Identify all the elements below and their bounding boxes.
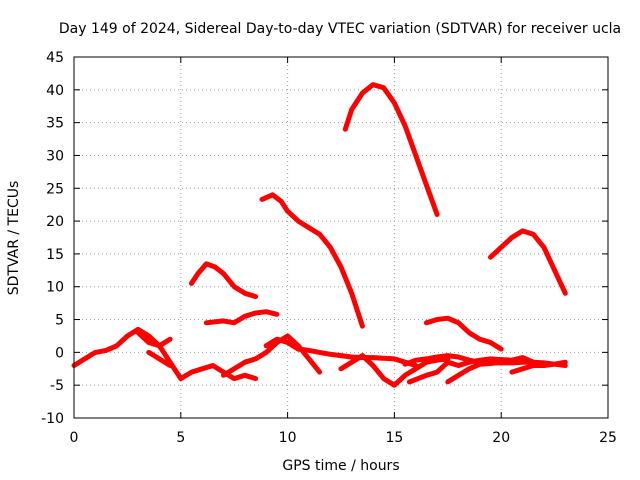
series-line-arc-2 [135,330,173,349]
y-tick-label: 45 [46,50,64,66]
series-line-arc-14 [509,359,568,375]
x-tick-label: 0 [70,430,79,446]
series-line-arc-3 [146,349,173,368]
plot-frame [73,56,609,419]
series-line-arc-6 [221,333,323,378]
y-tick-label: 10 [46,280,64,296]
series-line-arc-10 [338,353,451,388]
x-tick-label: 10 [279,430,297,446]
y-axis-label: SDTVAR / TECUs [6,181,22,296]
y-tick-label: 20 [46,214,64,230]
y-tick-label: -10 [41,411,64,427]
y-tick-label: 15 [46,247,64,263]
y-tick-label: 40 [46,83,64,99]
series-line-arc-5 [203,309,280,326]
y-tick-label: 25 [46,181,64,197]
y-tick-label: 30 [46,148,64,164]
axis-ticks: 0 5 10 15 20 25 -10 -5 0 5 10 15 20 25 30 35 40 45 [41,50,617,446]
x-axis-label: GPS time / hours [282,458,399,474]
y-tick-label: 35 [46,116,64,132]
grid [74,57,608,418]
y-tick-label: 5 [55,313,64,329]
series-line-arc-9 [342,82,440,217]
x-tick-label: 5 [176,430,185,446]
y-tick-label: -5 [50,378,64,394]
chart-title: Day 149 of 2024, Sidereal Day-to-day VTE… [59,21,621,37]
y-tick-label: 0 [55,345,64,361]
x-tick-label: 15 [385,430,403,446]
x-tick-label: 20 [492,430,510,446]
series-line-arc-8 [259,192,365,329]
series-group [71,82,568,388]
series-line-arc-16 [488,228,568,296]
series-line-arc-7 [263,336,419,368]
series-line-arc-4 [189,261,259,300]
series-line-arc-13 [445,355,547,385]
series-line-arc-15 [423,315,504,352]
x-tick-label: 25 [599,430,617,446]
